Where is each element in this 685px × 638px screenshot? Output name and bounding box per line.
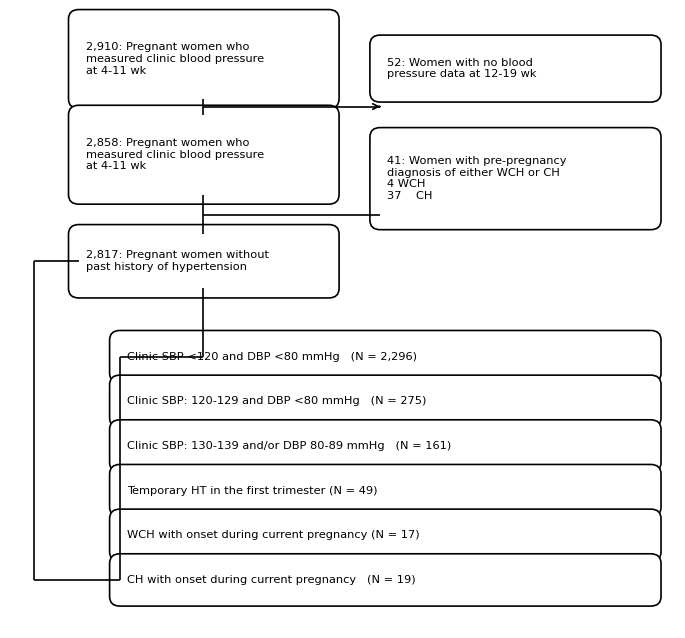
FancyBboxPatch shape	[110, 420, 661, 472]
FancyBboxPatch shape	[68, 105, 339, 204]
FancyBboxPatch shape	[370, 35, 661, 102]
FancyBboxPatch shape	[110, 509, 661, 561]
FancyBboxPatch shape	[370, 128, 661, 230]
FancyBboxPatch shape	[110, 330, 661, 383]
FancyBboxPatch shape	[110, 554, 661, 606]
Text: 2,858: Pregnant women who
measured clinic blood pressure
at 4-11 wk: 2,858: Pregnant women who measured clini…	[86, 138, 264, 172]
Text: Clinic SBP <120 and DBP <80 mmHg   (N = 2,296): Clinic SBP <120 and DBP <80 mmHg (N = 2,…	[127, 352, 416, 362]
Text: Clinic SBP: 130-139 and/or DBP 80-89 mmHg   (N = 161): Clinic SBP: 130-139 and/or DBP 80-89 mmH…	[127, 441, 451, 451]
Text: Clinic SBP: 120-129 and DBP <80 mmHg   (N = 275): Clinic SBP: 120-129 and DBP <80 mmHg (N …	[127, 396, 426, 406]
Text: 41: Women with pre-pregnancy
diagnosis of either WCH or CH
4 WCH
37    CH: 41: Women with pre-pregnancy diagnosis o…	[387, 156, 566, 201]
Text: Temporary HT in the first trimester (N = 49): Temporary HT in the first trimester (N =…	[127, 486, 377, 496]
Text: 2,817: Pregnant women without
past history of hypertension: 2,817: Pregnant women without past histo…	[86, 251, 269, 272]
FancyBboxPatch shape	[68, 225, 339, 298]
Text: 2,910: Pregnant women who
measured clinic blood pressure
at 4-11 wk: 2,910: Pregnant women who measured clini…	[86, 42, 264, 76]
Text: WCH with onset during current pregnancy (N = 17): WCH with onset during current pregnancy …	[127, 530, 419, 540]
Text: 52: Women with no blood
pressure data at 12-19 wk: 52: Women with no blood pressure data at…	[387, 58, 536, 79]
Text: CH with onset during current pregnancy   (N = 19): CH with onset during current pregnancy (…	[127, 575, 415, 585]
FancyBboxPatch shape	[68, 10, 339, 108]
FancyBboxPatch shape	[110, 375, 661, 427]
FancyBboxPatch shape	[110, 464, 661, 517]
